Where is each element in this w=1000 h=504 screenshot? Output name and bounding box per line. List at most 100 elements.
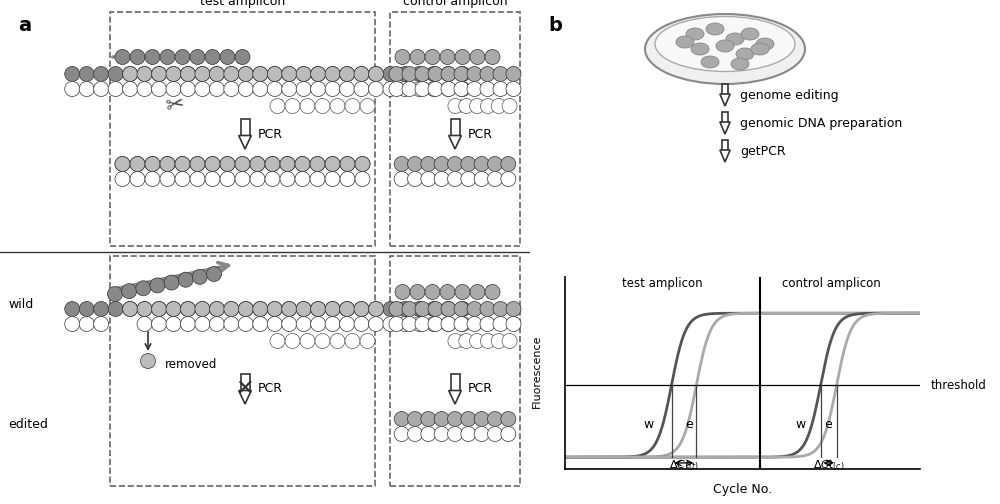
Circle shape <box>207 267 222 282</box>
Circle shape <box>65 82 80 96</box>
Text: $\Delta Ct_{(t)}$: $\Delta Ct_{(t)}$ <box>669 459 699 473</box>
Circle shape <box>448 411 462 426</box>
Circle shape <box>354 67 369 82</box>
Circle shape <box>485 49 500 65</box>
Circle shape <box>355 171 370 186</box>
Bar <box>722 140 728 151</box>
Circle shape <box>360 334 375 348</box>
Polygon shape <box>449 136 461 149</box>
Circle shape <box>209 301 224 317</box>
Text: edited: edited <box>8 417 48 430</box>
Circle shape <box>296 301 311 317</box>
Circle shape <box>205 157 220 171</box>
Circle shape <box>389 317 404 332</box>
Circle shape <box>79 82 94 96</box>
X-axis label: Cycle No.: Cycle No. <box>713 483 772 495</box>
Circle shape <box>412 67 427 82</box>
Circle shape <box>285 98 300 113</box>
Circle shape <box>224 301 239 317</box>
Polygon shape <box>239 136 251 149</box>
Circle shape <box>501 426 516 442</box>
Circle shape <box>441 301 456 317</box>
Text: removed: removed <box>165 357 217 370</box>
Text: control amplicon: control amplicon <box>782 277 881 290</box>
Circle shape <box>325 301 340 317</box>
Circle shape <box>79 301 94 317</box>
Circle shape <box>408 157 422 171</box>
Circle shape <box>448 426 462 442</box>
Circle shape <box>166 301 181 317</box>
Circle shape <box>238 301 253 317</box>
Circle shape <box>108 67 123 82</box>
Circle shape <box>295 171 310 186</box>
Circle shape <box>441 67 456 82</box>
Circle shape <box>340 67 355 82</box>
Text: PCR: PCR <box>258 383 283 396</box>
Circle shape <box>325 301 340 317</box>
Circle shape <box>421 411 436 426</box>
Circle shape <box>152 301 167 317</box>
Circle shape <box>115 171 130 186</box>
Circle shape <box>224 67 239 82</box>
Circle shape <box>145 171 160 186</box>
Circle shape <box>195 317 210 332</box>
Circle shape <box>130 157 145 171</box>
Circle shape <box>506 317 521 332</box>
Circle shape <box>224 301 239 317</box>
Circle shape <box>136 281 151 296</box>
Circle shape <box>195 67 210 82</box>
Circle shape <box>502 334 517 348</box>
Circle shape <box>311 301 326 317</box>
Text: genome editing: genome editing <box>740 89 839 101</box>
Circle shape <box>192 269 207 284</box>
Circle shape <box>345 98 360 113</box>
Circle shape <box>238 317 253 332</box>
Text: $\mathit{(1+E_{(c)})^{-\Delta Ct_{(c)}}}$: $\mathit{(1+E_{(c)})^{-\Delta Ct_{(c)}}}… <box>678 363 772 385</box>
Circle shape <box>448 157 462 171</box>
Circle shape <box>166 82 181 96</box>
Circle shape <box>354 301 369 317</box>
Circle shape <box>152 317 167 332</box>
Circle shape <box>152 82 167 96</box>
Circle shape <box>360 98 375 113</box>
Circle shape <box>474 157 489 171</box>
Circle shape <box>137 67 152 82</box>
Text: getPCR: getPCR <box>740 145 786 157</box>
Text: genomic DNA preparation: genomic DNA preparation <box>740 116 902 130</box>
Circle shape <box>195 67 210 82</box>
Circle shape <box>330 98 345 113</box>
Circle shape <box>108 82 123 96</box>
Circle shape <box>493 301 508 317</box>
Circle shape <box>310 157 325 171</box>
Circle shape <box>501 171 516 186</box>
Circle shape <box>150 278 165 293</box>
Circle shape <box>296 301 311 317</box>
Circle shape <box>340 301 355 317</box>
FancyBboxPatch shape <box>240 374 250 391</box>
Circle shape <box>448 98 463 113</box>
Circle shape <box>491 98 506 113</box>
Circle shape <box>123 82 138 96</box>
Circle shape <box>282 82 297 96</box>
Circle shape <box>428 67 443 82</box>
Circle shape <box>282 67 297 82</box>
Circle shape <box>383 301 398 317</box>
Circle shape <box>415 301 430 317</box>
Circle shape <box>389 301 404 317</box>
Circle shape <box>397 82 412 96</box>
Circle shape <box>461 411 476 426</box>
Polygon shape <box>720 122 730 134</box>
Circle shape <box>506 82 521 96</box>
Circle shape <box>205 49 220 65</box>
Circle shape <box>282 67 297 82</box>
Circle shape <box>395 49 410 65</box>
Circle shape <box>506 301 521 317</box>
Circle shape <box>368 301 383 317</box>
Circle shape <box>501 157 516 171</box>
Circle shape <box>285 334 300 348</box>
Circle shape <box>250 157 265 171</box>
Circle shape <box>315 98 330 113</box>
Circle shape <box>79 67 94 82</box>
Circle shape <box>296 317 311 332</box>
Circle shape <box>123 301 138 317</box>
